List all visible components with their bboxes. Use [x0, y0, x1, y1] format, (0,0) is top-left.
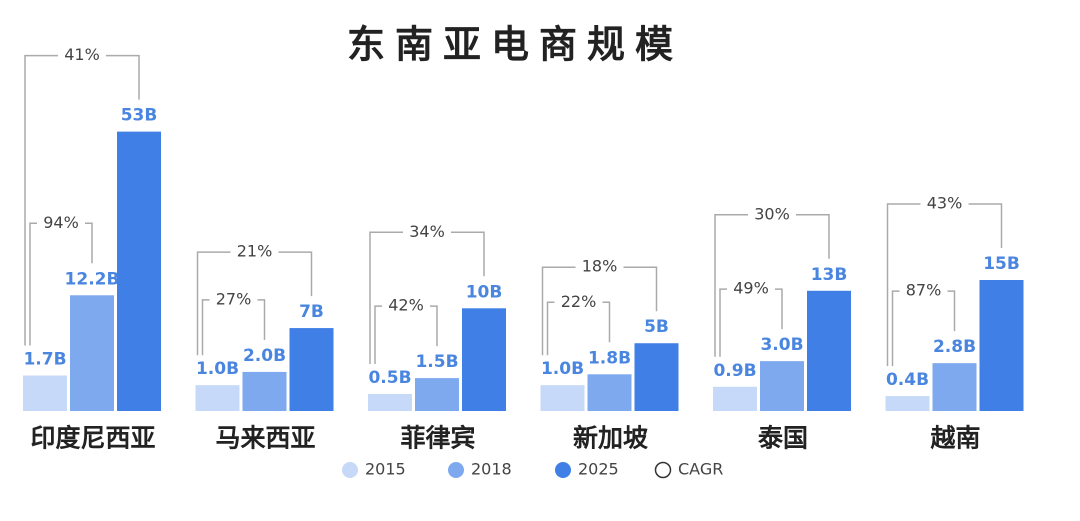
value-label: 1.0B	[541, 359, 584, 379]
legend-label: 2025	[578, 460, 619, 479]
cagr-label: 87%	[906, 281, 942, 300]
value-label: 7B	[299, 302, 324, 322]
cagr-label: 41%	[64, 45, 100, 64]
cagr-label: 49%	[733, 279, 769, 298]
value-label: 12.2B	[65, 269, 120, 289]
value-label: 10B	[466, 282, 503, 302]
category-label: 新加坡	[573, 424, 648, 453]
bar	[462, 308, 506, 411]
cagr-label-bg	[920, 193, 969, 214]
cagr-label-bg	[748, 204, 796, 225]
value-label: 1.7B	[23, 350, 66, 370]
legend-marker	[654, 461, 672, 479]
value-label: 5B	[644, 317, 669, 337]
cagr-label: 34%	[409, 222, 445, 241]
cagr-label-bg	[382, 296, 430, 317]
cagr-label: 30%	[754, 204, 790, 223]
value-label: 0.4B	[886, 370, 929, 390]
value-label: 2.8B	[933, 337, 976, 357]
category-label: 泰国	[758, 424, 808, 453]
cagr-label-bg	[58, 45, 106, 66]
category-label: 马来西亚	[215, 424, 315, 453]
bar	[195, 385, 240, 411]
value-label: 0.5B	[368, 368, 411, 388]
chart-title: 东南亚电商规模	[347, 22, 683, 67]
value-label: 1.8B	[588, 348, 631, 368]
value-label: 1.0B	[196, 359, 239, 379]
bar	[540, 385, 585, 411]
bar	[760, 361, 804, 411]
value-label: 53B	[121, 106, 158, 126]
bar	[117, 131, 161, 412]
category-label: 印度尼西亚	[30, 424, 155, 453]
bar	[587, 374, 632, 411]
cagr-label: 22%	[561, 292, 597, 311]
cagr-label-bg	[899, 281, 948, 302]
value-label: 0.9B	[713, 361, 756, 381]
cagr-label: 94%	[43, 213, 79, 232]
cagr-label: 21%	[237, 242, 273, 261]
bar	[807, 290, 851, 411]
cagr-label-bg	[727, 279, 775, 300]
legend-label: CAGR	[678, 460, 723, 479]
cagr-label: 42%	[388, 296, 424, 315]
category-label: 越南	[930, 424, 980, 453]
value-label: 3.0B	[760, 335, 803, 355]
legend-label: 2018	[471, 460, 512, 479]
bar	[415, 378, 459, 411]
value-label: 2.0B	[243, 346, 286, 366]
cagr-label: 43%	[927, 193, 963, 212]
cagr-label-bg	[554, 292, 603, 313]
bar	[634, 343, 679, 411]
bar	[979, 279, 1024, 411]
cagr-label-bg	[575, 257, 624, 278]
cagr-label-bg	[209, 289, 258, 310]
legend-marker	[555, 462, 571, 478]
bar	[289, 328, 334, 411]
cagr-label: 27%	[216, 289, 252, 308]
cagr-label-bg	[230, 242, 279, 263]
cagr-label-bg	[403, 222, 451, 243]
value-label: 1.5B	[415, 352, 458, 372]
legend-label: 2015	[365, 460, 406, 479]
legend-marker	[448, 462, 464, 478]
bar	[70, 295, 114, 411]
bar	[932, 363, 977, 411]
bar	[368, 393, 412, 411]
bar	[23, 375, 67, 411]
bar	[713, 386, 757, 411]
bar	[885, 396, 930, 411]
bar	[242, 371, 287, 411]
category-label: 菲律宾	[400, 424, 475, 453]
value-label: 15B	[983, 254, 1020, 274]
cagr-label-bg	[37, 213, 85, 234]
value-label: 13B	[811, 265, 848, 285]
legend-marker	[342, 462, 358, 478]
cagr-label: 18%	[582, 257, 618, 276]
